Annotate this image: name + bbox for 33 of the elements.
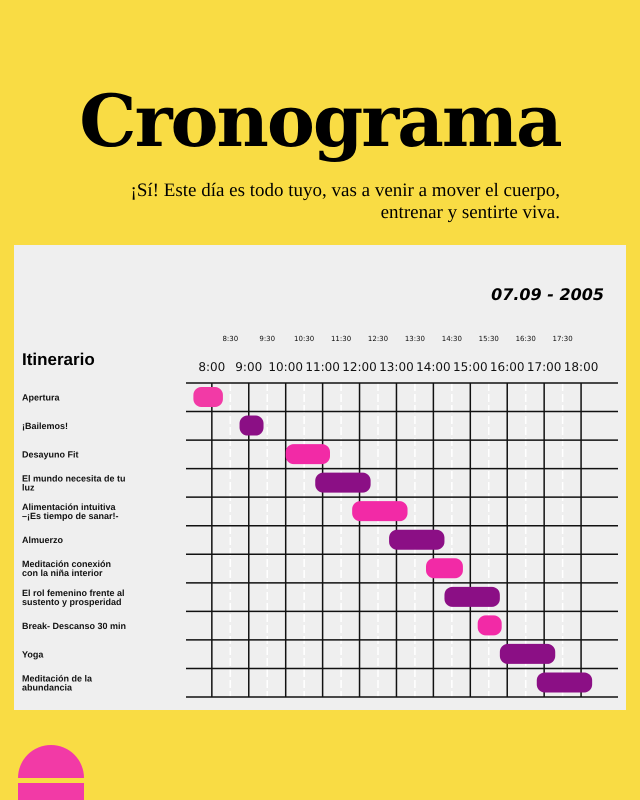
chart-subtitle: ¡Sí! Este día es todo tuyo, vas a venir a mover el cuerpo, entrenar y sentirte viva. [130, 180, 560, 224]
y-tick-label: Alimentación intuitiva –¡Es tiempo de sanar!- [22, 502, 119, 522]
text: 07.09 - 2005 [491, 285, 604, 304]
bar [444, 586, 500, 607]
chart-title: Cronograma [78, 78, 562, 163]
bar [286, 444, 330, 464]
y-tick-label: ¡Bailemos! [22, 421, 68, 432]
x-tick-label: 8:00 [198, 360, 226, 374]
bar [536, 672, 592, 692]
x-tick-label: 12:00 [342, 360, 377, 374]
bar [500, 644, 556, 664]
bar [389, 530, 444, 550]
y-tick-label: Meditación conexión con la niña interior [22, 559, 112, 578]
x-tick-label: 15:00 [453, 360, 488, 374]
x-tick-label: 9:00 [235, 360, 262, 374]
bar [315, 472, 371, 493]
x-tick-label: 18:00 [564, 360, 598, 374]
y-tick-label: Meditación de la abundancia [22, 673, 94, 692]
x-tick-label: 14:00 [416, 360, 451, 374]
x-tick-label: 16:00 [490, 360, 525, 374]
x-tick-label: 10:00 [268, 360, 303, 374]
y-tick-label: El rol femenino frente al sustento y prosperidad [22, 588, 125, 607]
y-tick-label: Almuerzo [22, 535, 64, 546]
y-tick-label: El mundo necesita de tu luz [22, 474, 126, 493]
bar [352, 501, 408, 522]
y-tick-label: Break- Descanso 30 min [22, 620, 126, 631]
x-tick-label: 13:00 [379, 360, 414, 374]
y-tick-label: Apertura [22, 392, 60, 402]
y-tick-label: Yoga [22, 649, 44, 660]
y-axis-title: Itinerario [22, 350, 95, 370]
x-tick-label: 17:00 [526, 360, 562, 374]
x-tick-label: 11:00 [305, 360, 340, 374]
y-tick-label: Desayuno Fit [22, 450, 79, 460]
